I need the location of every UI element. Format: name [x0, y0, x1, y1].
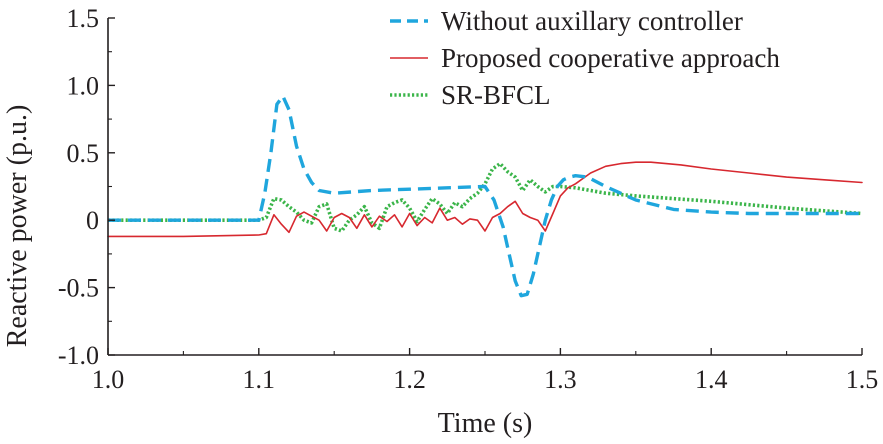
- y-tick-label: -0.5: [58, 274, 99, 303]
- series-line-sr-bfcl: [108, 161, 863, 233]
- x-tick-label: 1.0: [92, 365, 125, 394]
- x-tick-label: 1.2: [393, 365, 426, 394]
- legend-label: SR-BFCL: [441, 80, 551, 110]
- legend-label: Without auxillary controller: [441, 6, 743, 36]
- legend: Without auxillary controller Proposed coo…: [390, 6, 780, 110]
- y-axis-label: Reactive power (p.u.): [2, 105, 33, 348]
- y-tick-label: 0.5: [67, 139, 100, 168]
- ticks: 1.0 1.1 1.2 1.3 1.4 1.5 -1.0 -0.5 0 0.5 1.0 1.5: [58, 4, 878, 394]
- x-tick-label: 1.3: [544, 365, 577, 394]
- legend-label: Proposed cooperative approach: [441, 43, 780, 73]
- y-tick-label: 1.0: [67, 71, 100, 100]
- x-axis-label: Time (s): [438, 408, 533, 439]
- series-line-without-auxillary-controller: [108, 94, 862, 298]
- plot-series: [107, 94, 863, 298]
- x-tick-label: 1.1: [243, 365, 276, 394]
- y-tick-label: -1.0: [58, 341, 99, 370]
- y-tick-label: 0: [86, 206, 99, 235]
- y-tick-label: 1.5: [67, 4, 100, 33]
- x-tick-label: 1.4: [695, 365, 728, 394]
- x-tick-label: 1.5: [846, 365, 879, 394]
- series-line-proposed-cooperative-approach: [107, 161, 863, 238]
